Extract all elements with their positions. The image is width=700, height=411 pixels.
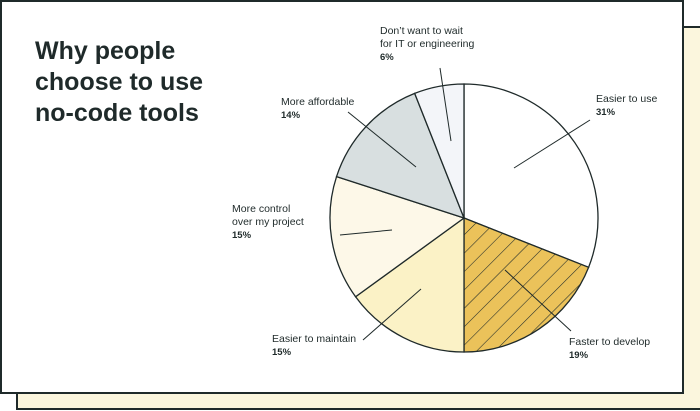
leader-line — [439, 67, 452, 142]
leader-line — [504, 269, 572, 332]
slice-label: Easier to use — [596, 93, 657, 105]
slice-percent: 15% — [272, 347, 292, 358]
leader-line — [362, 288, 422, 341]
chart-title-line: choose to use — [35, 68, 204, 96]
slice-percent: 31% — [596, 107, 616, 118]
slice-label: for IT or engineering — [380, 38, 475, 50]
pie-slice — [463, 83, 599, 269]
slice-label: More affordable — [281, 96, 355, 108]
pie-slice — [463, 217, 590, 353]
leader-line — [339, 229, 393, 236]
leader-line — [347, 111, 417, 168]
slice-label: Easier to maintain — [272, 333, 356, 345]
pie-slice — [329, 175, 466, 298]
slice-label: Faster to develop — [569, 336, 650, 348]
slice-percent: 15% — [232, 230, 252, 241]
slice-label: Don’t want to wait — [380, 25, 463, 37]
slice-percent: 14% — [281, 110, 301, 121]
pie-slice — [413, 83, 465, 219]
chart-title-line: Why people — [35, 37, 176, 65]
slice-percent: 19% — [569, 350, 589, 361]
slice-percent: 6% — [380, 52, 394, 63]
leader-line — [513, 119, 591, 169]
chart-title-line: no-code tools — [35, 99, 199, 127]
slice-label: over my project — [232, 216, 304, 228]
slice-label: More control — [232, 203, 290, 215]
pie-slice — [354, 216, 465, 353]
chart-title: Why people choose to use no-code tools — [35, 36, 265, 129]
